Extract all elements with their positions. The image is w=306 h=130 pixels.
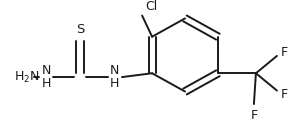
Text: F: F [280,46,287,59]
Text: Cl: Cl [145,0,157,13]
Text: N: N [41,64,51,77]
Text: H: H [109,77,119,90]
Text: F: F [250,109,257,122]
Text: H$_2$N: H$_2$N [14,70,39,85]
Text: S: S [76,22,84,35]
Text: H: H [41,77,51,90]
Text: F: F [280,88,287,101]
Text: N: N [109,64,119,77]
